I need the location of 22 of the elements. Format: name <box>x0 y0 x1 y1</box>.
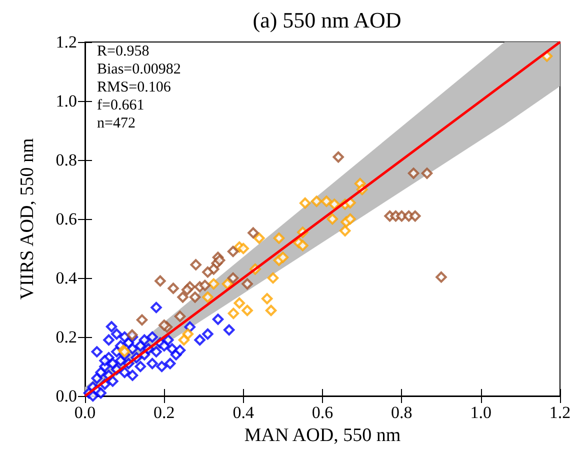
y-axis-title: VIIRS AOD, 550 nm <box>17 138 38 300</box>
y-tick-label: 1.2 <box>56 32 77 52</box>
y-tick-label: 0.6 <box>56 210 77 228</box>
annotation: n=472 <box>97 116 136 132</box>
x-tick-label: 0.0 <box>74 403 96 422</box>
y-tick-label: 0.0 <box>56 386 77 406</box>
x-tick-label: 1.2 <box>549 403 571 422</box>
annotation: Bias=0.00982 <box>97 62 181 78</box>
y-tick-label: 0.2 <box>56 328 77 346</box>
x-tick-label: 1.0 <box>470 403 492 422</box>
chart-title: (a) 550 nm AOD <box>252 8 402 32</box>
x-axis-title: MAN AOD, 550 nm <box>244 425 401 446</box>
y-tick-label: 0.8 <box>56 150 77 170</box>
annotation: RMS=0.106 <box>97 80 172 96</box>
annotation: f=0.661 <box>97 98 144 114</box>
x-tick-label: 0.4 <box>232 403 254 422</box>
x-tick-label: 0.8 <box>391 403 412 422</box>
x-tick-label: 0.6 <box>312 403 334 422</box>
annotation: R=0.958 <box>97 44 150 60</box>
x-tick-label: 0.2 <box>154 403 175 422</box>
y-tick-label: 0.4 <box>56 268 78 288</box>
y-tick-label: 1.0 <box>56 92 77 110</box>
